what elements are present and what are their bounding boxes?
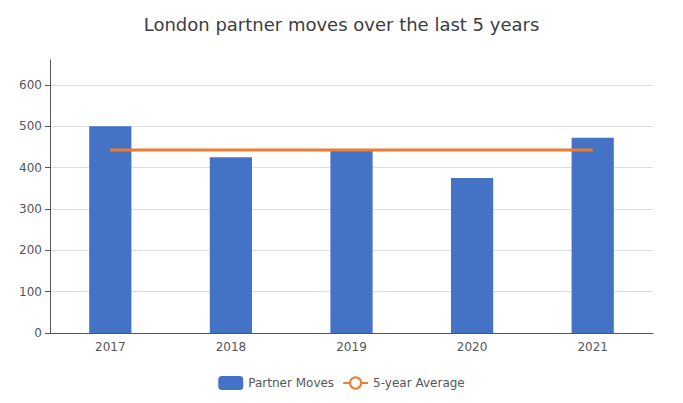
svg-text:0: 0 [34, 326, 42, 340]
svg-text:600: 600 [19, 78, 42, 92]
svg-text:300: 300 [19, 202, 42, 216]
svg-text:500: 500 [19, 119, 42, 133]
svg-text:5-year Average: 5-year Average [373, 376, 465, 390]
svg-text:100: 100 [19, 285, 42, 299]
svg-text:2018: 2018 [216, 340, 247, 354]
svg-text:London partner moves over the: London partner moves over the last 5 yea… [144, 14, 540, 35]
svg-text:2017: 2017 [95, 340, 126, 354]
svg-text:Partner Moves: Partner Moves [248, 376, 334, 390]
svg-text:400: 400 [19, 161, 42, 175]
svg-text:2020: 2020 [457, 340, 488, 354]
svg-text:2021: 2021 [577, 340, 608, 354]
svg-text:2019: 2019 [336, 340, 367, 354]
svg-text:200: 200 [19, 243, 42, 257]
